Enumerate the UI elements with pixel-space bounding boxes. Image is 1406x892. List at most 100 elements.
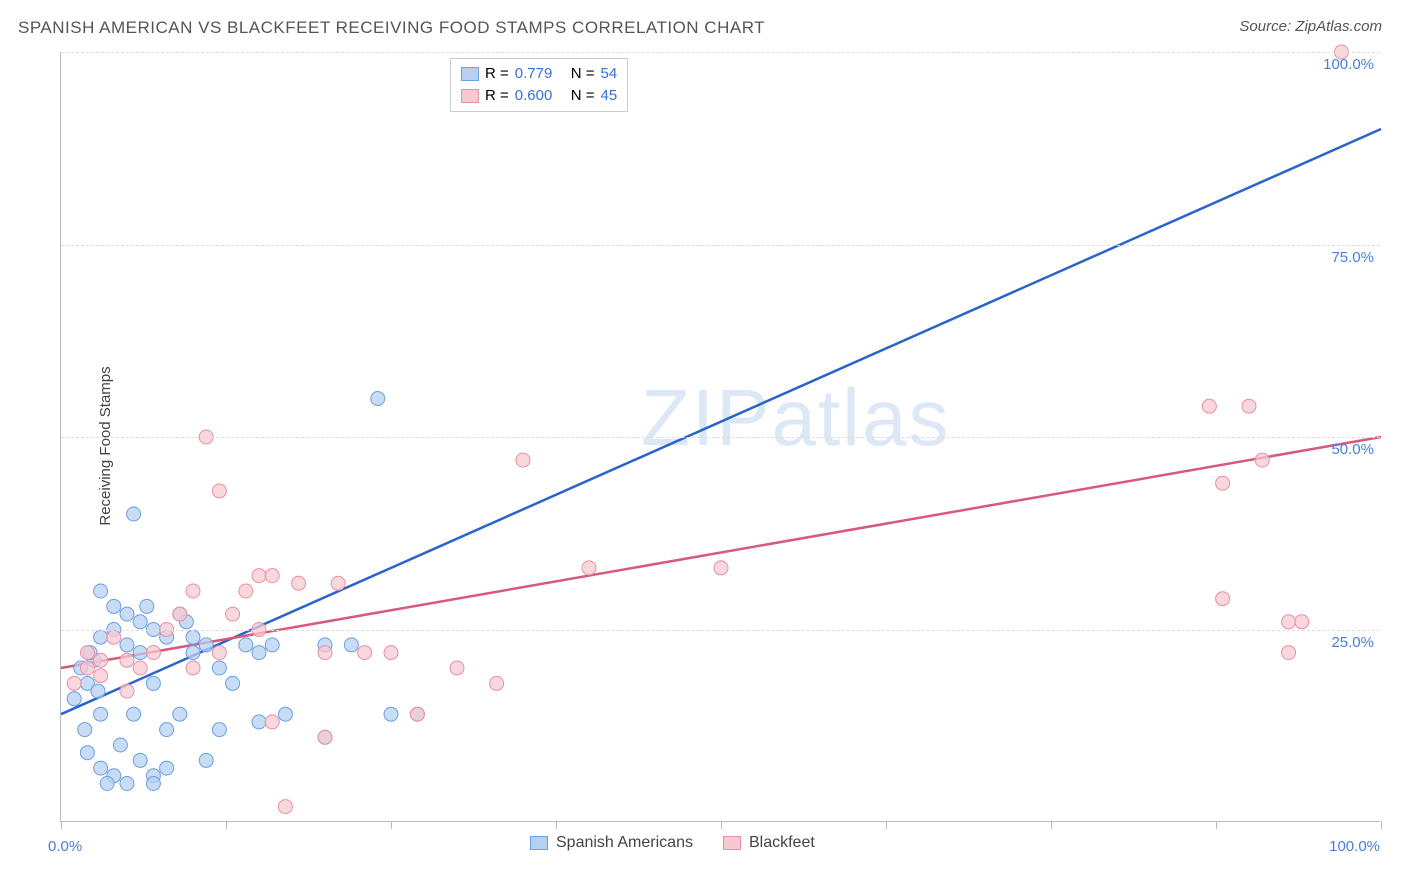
data-point [265,715,279,729]
data-point [127,707,141,721]
data-point [67,676,81,690]
n-label: N = [571,85,595,107]
data-point [173,607,187,621]
data-point [186,661,200,675]
data-point [714,561,728,575]
data-point [252,569,266,583]
data-point [292,576,306,590]
gridline-horizontal [61,630,1380,631]
r-label: R = [485,63,509,85]
data-point [371,392,385,406]
data-point [212,661,226,675]
data-point [80,746,94,760]
data-point [146,646,160,660]
data-point [67,692,81,706]
swatch-series-1 [461,67,479,81]
data-point [226,607,240,621]
x-tick [1216,821,1217,829]
r-value-series-1: 0.779 [515,63,565,85]
legend-label-series-2: Blackfeet [749,834,815,852]
x-axis-origin-label: 0.0% [48,838,82,855]
data-point [252,715,266,729]
data-point [1282,646,1296,660]
data-point [186,584,200,598]
legend-row-series-2: R = 0.600 N = 45 [461,85,617,107]
data-point [516,453,530,467]
source-link[interactable]: ZipAtlas.com [1295,18,1382,35]
source-prefix: Source: [1239,18,1295,35]
x-tick [226,821,227,829]
data-point [450,661,464,675]
data-point [107,630,121,644]
data-point [120,638,134,652]
r-label: R = [485,85,509,107]
x-tick [556,821,557,829]
data-point [120,653,134,667]
legend-item-series-1: Spanish Americans [530,834,693,852]
gridline-horizontal [61,52,1380,53]
data-point [120,607,134,621]
data-point [120,777,134,791]
source-attribution: Source: ZipAtlas.com [1239,18,1382,35]
gridline-horizontal [61,245,1380,246]
data-point [113,738,127,752]
data-point [1295,615,1309,629]
data-point [318,730,332,744]
data-point [318,646,332,660]
data-point [186,646,200,660]
data-point [384,646,398,660]
data-point [133,661,147,675]
data-point [80,646,94,660]
data-point [278,800,292,814]
data-point [1255,453,1269,467]
data-point [265,569,279,583]
data-point [252,646,266,660]
data-point [94,669,108,683]
n-value-series-1: 54 [601,63,618,85]
plot-area: ZIPatlas 25.0%50.0%75.0%100.0% [60,52,1380,822]
data-point [160,723,174,737]
data-point [358,646,372,660]
n-label: N = [571,63,595,85]
data-point [344,638,358,652]
x-tick [61,821,62,829]
data-point [94,584,108,598]
data-point [1282,615,1296,629]
swatch-series-2 [461,89,479,103]
x-tick [391,821,392,829]
data-point [582,561,596,575]
y-grid-label: 25.0% [1331,634,1374,651]
y-grid-label: 75.0% [1331,249,1374,266]
data-point [94,707,108,721]
data-point [331,576,345,590]
x-tick [1051,821,1052,829]
data-point [384,707,398,721]
data-point [226,676,240,690]
data-point [127,507,141,521]
data-point [1202,399,1216,413]
data-point [212,484,226,498]
data-point [146,777,160,791]
data-point [133,753,147,767]
data-point [160,761,174,775]
n-value-series-2: 45 [601,85,618,107]
data-point [120,684,134,698]
chart-title: SPANISH AMERICAN VS BLACKFEET RECEIVING … [18,18,765,38]
data-point [410,707,424,721]
data-point [100,777,114,791]
data-point [107,599,121,613]
series-legend: Spanish Americans Blackfeet [530,834,815,852]
y-grid-label: 50.0% [1331,441,1374,458]
data-point [140,599,154,613]
data-point [199,638,213,652]
data-point [239,638,253,652]
swatch-series-1-bottom [530,836,548,850]
data-point [199,753,213,767]
data-point [1216,476,1230,490]
legend-item-series-2: Blackfeet [723,834,815,852]
data-point [133,615,147,629]
data-point [94,761,108,775]
data-point [80,661,94,675]
y-grid-label: 100.0% [1323,56,1374,73]
data-point [278,707,292,721]
